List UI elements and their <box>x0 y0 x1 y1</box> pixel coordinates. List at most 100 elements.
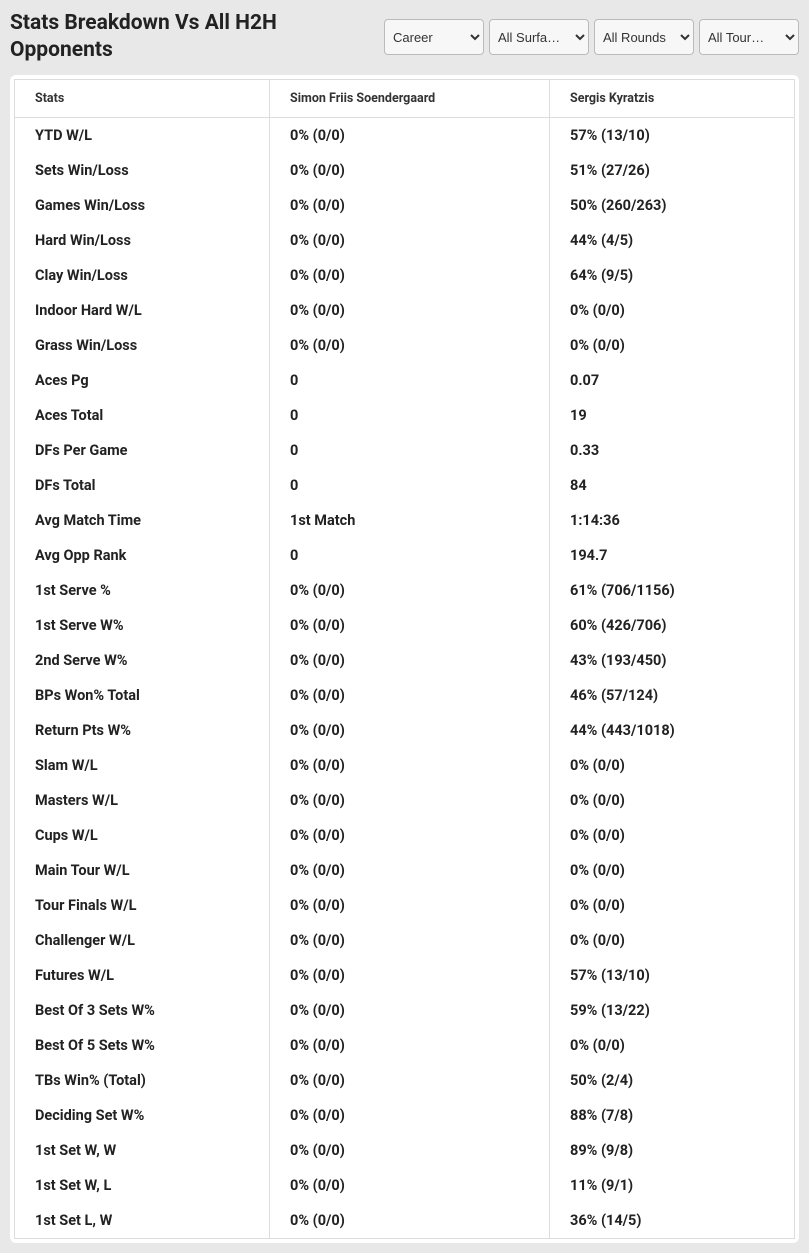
stat-value: 0% (0/0) <box>550 748 795 783</box>
stat-value: 1st Match <box>270 503 550 538</box>
stat-value: 60% (426/706) <box>550 608 795 643</box>
stat-value: 88% (7/8) <box>550 1098 795 1133</box>
tour-select[interactable]: All Tour… <box>699 19 799 55</box>
filters: Career All Surfa… All Rounds All Tour… <box>384 19 799 55</box>
stat-label: Grass Win/Loss <box>15 328 270 363</box>
stat-value: 0% (0/0) <box>270 188 550 223</box>
table-row: Aces Total019 <box>15 398 795 433</box>
table-row: Aces Pg00.07 <box>15 363 795 398</box>
table-row: Clay Win/Loss0% (0/0)64% (9/5) <box>15 258 795 293</box>
stat-value: 0% (0/0) <box>270 923 550 958</box>
stat-label: Sets Win/Loss <box>15 153 270 188</box>
table-row: 2nd Serve W%0% (0/0)43% (193/450) <box>15 643 795 678</box>
col-player2: Sergis Kyratzis <box>550 79 795 117</box>
table-row: Futures W/L0% (0/0)57% (13/10) <box>15 958 795 993</box>
stat-label: 2nd Serve W% <box>15 643 270 678</box>
stat-value: 0% (0/0) <box>270 153 550 188</box>
stat-value: 0% (0/0) <box>550 923 795 958</box>
stat-label: BPs Won% Total <box>15 678 270 713</box>
stat-value: 0 <box>270 468 550 503</box>
stat-value: 0% (0/0) <box>270 608 550 643</box>
stat-value: 50% (2/4) <box>550 1063 795 1098</box>
stat-value: 0% (0/0) <box>270 1028 550 1063</box>
stat-value: 194.7 <box>550 538 795 573</box>
stat-label: Masters W/L <box>15 783 270 818</box>
table-row: Slam W/L0% (0/0)0% (0/0) <box>15 748 795 783</box>
stat-value: 11% (9/1) <box>550 1168 795 1203</box>
stat-value: 0% (0/0) <box>270 328 550 363</box>
stat-value: 61% (706/1156) <box>550 573 795 608</box>
stat-label: 1st Serve % <box>15 573 270 608</box>
stat-value: 0.07 <box>550 363 795 398</box>
stat-value: 0% (0/0) <box>270 748 550 783</box>
surface-select[interactable]: All Surfa… <box>489 19 589 55</box>
stat-value: 0% (0/0) <box>270 643 550 678</box>
stat-value: 0% (0/0) <box>550 853 795 888</box>
stat-label: Games Win/Loss <box>15 188 270 223</box>
stat-value: 0% (0/0) <box>270 573 550 608</box>
stat-label: Aces Pg <box>15 363 270 398</box>
table-row: TBs Win% (Total)0% (0/0)50% (2/4) <box>15 1063 795 1098</box>
stat-value: 36% (14/5) <box>550 1203 795 1239</box>
stats-card: Stats Simon Friis Soendergaard Sergis Ky… <box>10 75 799 1243</box>
stat-value: 1:14:36 <box>550 503 795 538</box>
stat-value: 50% (260/263) <box>550 188 795 223</box>
col-stats: Stats <box>15 79 270 117</box>
table-row: Best Of 5 Sets W%0% (0/0)0% (0/0) <box>15 1028 795 1063</box>
table-row: 1st Set W, L0% (0/0)11% (9/1) <box>15 1168 795 1203</box>
stat-value: 0% (0/0) <box>270 223 550 258</box>
stat-value: 0% (0/0) <box>550 818 795 853</box>
stat-label: DFs Per Game <box>15 433 270 468</box>
page-title: Stats Breakdown Vs All H2H Opponents <box>10 10 376 65</box>
stat-value: 0 <box>270 398 550 433</box>
stat-label: Clay Win/Loss <box>15 258 270 293</box>
stat-value: 84 <box>550 468 795 503</box>
stat-value: 0% (0/0) <box>270 1098 550 1133</box>
stat-value: 0% (0/0) <box>270 293 550 328</box>
stat-value: 0 <box>270 433 550 468</box>
stat-label: 1st Serve W% <box>15 608 270 643</box>
stat-value: 19 <box>550 398 795 433</box>
stat-value: 0% (0/0) <box>550 888 795 923</box>
stat-label: Aces Total <box>15 398 270 433</box>
table-row: Sets Win/Loss0% (0/0)51% (27/26) <box>15 153 795 188</box>
table-row: Challenger W/L0% (0/0)0% (0/0) <box>15 923 795 958</box>
table-row: DFs Per Game00.33 <box>15 433 795 468</box>
table-row: Grass Win/Loss0% (0/0)0% (0/0) <box>15 328 795 363</box>
table-row: Avg Match Time1st Match1:14:36 <box>15 503 795 538</box>
stat-label: Deciding Set W% <box>15 1098 270 1133</box>
stat-label: Indoor Hard W/L <box>15 293 270 328</box>
stat-value: 44% (443/1018) <box>550 713 795 748</box>
table-row: 1st Set W, W0% (0/0)89% (9/8) <box>15 1133 795 1168</box>
stat-value: 64% (9/5) <box>550 258 795 293</box>
stat-label: Main Tour W/L <box>15 853 270 888</box>
stat-label: Challenger W/L <box>15 923 270 958</box>
stat-value: 0% (0/0) <box>270 1203 550 1239</box>
stat-label: 1st Set W, W <box>15 1133 270 1168</box>
stat-value: 0% (0/0) <box>270 1133 550 1168</box>
stat-value: 0% (0/0) <box>270 958 550 993</box>
period-select[interactable]: Career <box>384 19 484 55</box>
stat-value: 0% (0/0) <box>270 993 550 1028</box>
table-row: Cups W/L0% (0/0)0% (0/0) <box>15 818 795 853</box>
stat-value: 0 <box>270 363 550 398</box>
stat-label: Avg Match Time <box>15 503 270 538</box>
stat-label: Return Pts W% <box>15 713 270 748</box>
stat-label: DFs Total <box>15 468 270 503</box>
table-row: DFs Total084 <box>15 468 795 503</box>
table-row: Tour Finals W/L0% (0/0)0% (0/0) <box>15 888 795 923</box>
table-row: 1st Serve W%0% (0/0)60% (426/706) <box>15 608 795 643</box>
stat-label: Slam W/L <box>15 748 270 783</box>
stat-label: YTD W/L <box>15 117 270 153</box>
stat-value: 0% (0/0) <box>270 713 550 748</box>
table-row: Masters W/L0% (0/0)0% (0/0) <box>15 783 795 818</box>
stat-value: 0% (0/0) <box>270 853 550 888</box>
table-row: Indoor Hard W/L0% (0/0)0% (0/0) <box>15 293 795 328</box>
stat-value: 59% (13/22) <box>550 993 795 1028</box>
stat-label: Cups W/L <box>15 818 270 853</box>
table-row: 1st Set L, W0% (0/0)36% (14/5) <box>15 1203 795 1239</box>
round-select[interactable]: All Rounds <box>594 19 694 55</box>
stat-label: Futures W/L <box>15 958 270 993</box>
table-row: YTD W/L0% (0/0)57% (13/10) <box>15 117 795 153</box>
stat-value: 0 <box>270 538 550 573</box>
